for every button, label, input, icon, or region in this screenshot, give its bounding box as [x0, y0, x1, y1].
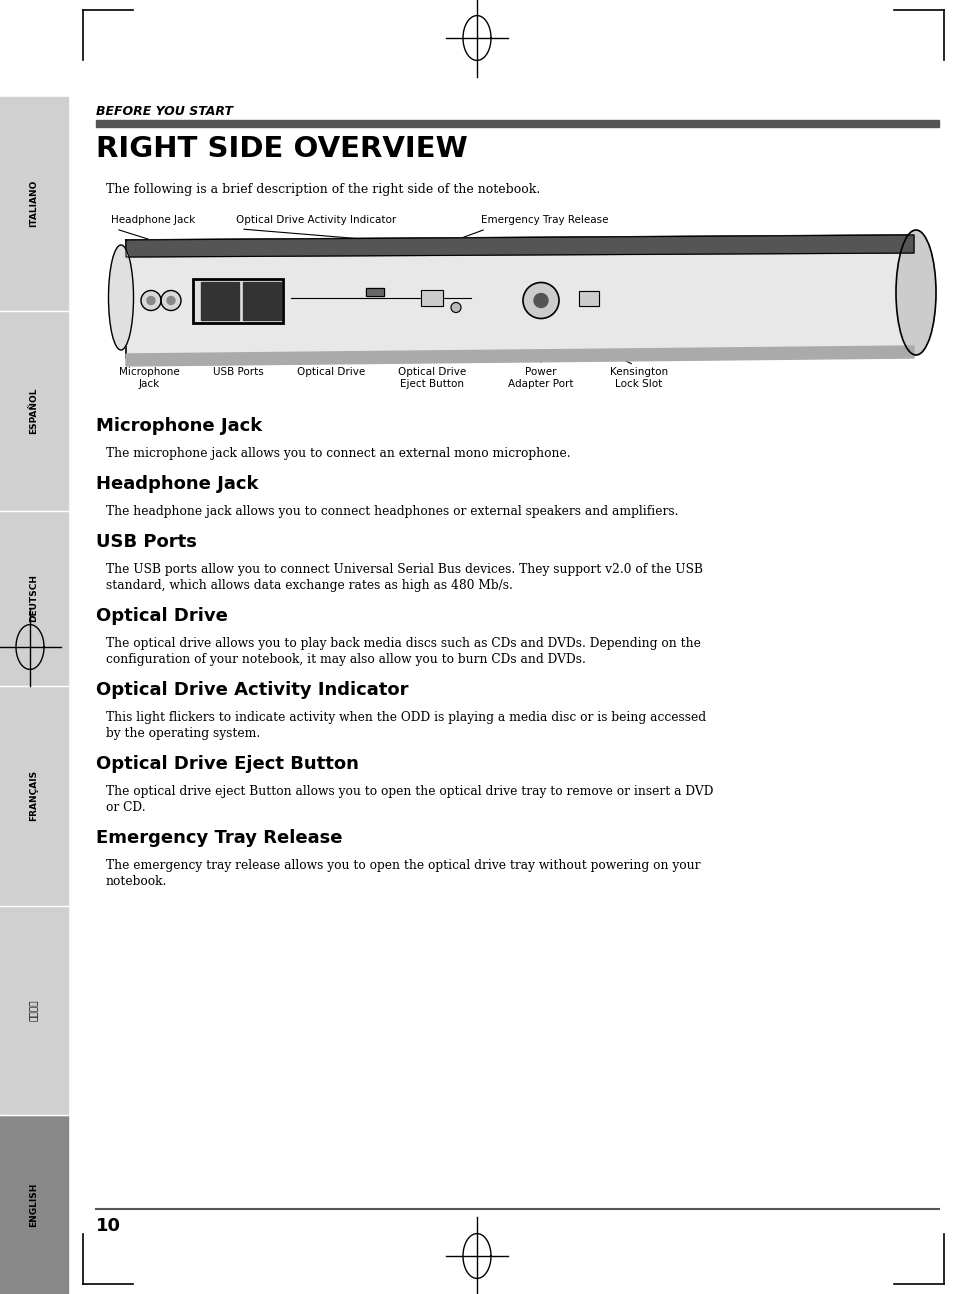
Text: or CD.: or CD.: [106, 801, 146, 814]
Bar: [0, 906, 68, 1115]
Circle shape: [161, 290, 181, 311]
Bar: [243, 282, 281, 320]
Bar: [420, 290, 442, 305]
Bar: [193, 278, 283, 322]
Bar: [0, 97, 68, 311]
Polygon shape: [126, 236, 913, 258]
Bar: [578, 290, 598, 305]
Text: Optical Drive Activity Indicator: Optical Drive Activity Indicator: [235, 215, 395, 225]
Text: Headphone Jack: Headphone Jack: [96, 475, 258, 493]
Text: Optical Drive Eject Button: Optical Drive Eject Button: [96, 754, 358, 773]
Text: Optical Drive
Eject Button: Optical Drive Eject Button: [397, 367, 466, 388]
Bar: [420, 290, 442, 305]
Text: The following is a brief description of the right side of the notebook.: The following is a brief description of …: [106, 182, 539, 195]
Bar: [366, 287, 384, 295]
Text: The emergency tray release allows you to open the optical drive tray without pow: The emergency tray release allows you to…: [106, 859, 700, 872]
Text: Optical Drive: Optical Drive: [296, 367, 365, 377]
Text: configuration of your notebook, it may also allow you to burn CDs and DVDs.: configuration of your notebook, it may a…: [106, 653, 585, 666]
Bar: [96, 120, 938, 127]
Text: RIGHT SIDE OVERVIEW: RIGHT SIDE OVERVIEW: [96, 135, 467, 163]
Circle shape: [534, 294, 547, 308]
Text: The optical drive eject Button allows you to open the optical drive tray to remo: The optical drive eject Button allows yo…: [106, 785, 713, 798]
Ellipse shape: [109, 245, 133, 349]
Text: 繁體中文: 繁體中文: [30, 1000, 38, 1021]
Text: notebook.: notebook.: [106, 875, 167, 888]
Text: USB Ports: USB Ports: [213, 367, 263, 377]
Bar: [201, 282, 239, 320]
Text: The optical drive allows you to play back media discs such as CDs and DVDs. Depe: The optical drive allows you to play bac…: [106, 637, 700, 650]
Ellipse shape: [895, 230, 935, 355]
Text: Kensington
Lock Slot: Kensington Lock Slot: [609, 367, 667, 388]
Bar: [0, 511, 68, 686]
Text: BEFORE YOU START: BEFORE YOU START: [96, 105, 233, 118]
Text: Optical Drive: Optical Drive: [96, 607, 228, 625]
Text: ESPAÑOL: ESPAÑOL: [30, 388, 38, 433]
Text: DEUTSCH: DEUTSCH: [30, 575, 38, 622]
Text: 10: 10: [96, 1216, 121, 1234]
Text: ITALIANO: ITALIANO: [30, 180, 38, 228]
Text: FRANÇAIS: FRANÇAIS: [30, 770, 38, 822]
Text: USB Ports: USB Ports: [96, 533, 196, 551]
Text: The microphone jack allows you to connect an external mono microphone.: The microphone jack allows you to connec…: [106, 446, 570, 459]
Bar: [0, 686, 68, 906]
Text: Microphone
Jack: Microphone Jack: [118, 367, 179, 388]
Circle shape: [147, 296, 154, 304]
Text: standard, which allows data exchange rates as high as 480 Mb/s.: standard, which allows data exchange rat…: [106, 578, 513, 591]
Text: The headphone jack allows you to connect headphones or external speakers and amp: The headphone jack allows you to connect…: [106, 505, 678, 518]
Bar: [366, 287, 384, 295]
Circle shape: [451, 303, 460, 312]
Bar: [578, 290, 598, 305]
Polygon shape: [126, 345, 913, 366]
Text: Emergency Tray Release: Emergency Tray Release: [480, 215, 608, 225]
Text: The USB ports allow you to connect Universal Serial Bus devices. They support v2: The USB ports allow you to connect Unive…: [106, 563, 702, 576]
Text: Emergency Tray Release: Emergency Tray Release: [96, 829, 342, 848]
Bar: [193, 278, 283, 322]
Text: ENGLISH: ENGLISH: [30, 1183, 38, 1227]
Text: This light flickers to indicate activity when the ODD is playing a media disc or: This light flickers to indicate activity…: [106, 710, 705, 725]
Bar: [0, 1115, 68, 1294]
Text: by the operating system.: by the operating system.: [106, 727, 260, 740]
Text: Headphone Jack: Headphone Jack: [111, 215, 195, 225]
Text: Power
Adapter Port: Power Adapter Port: [508, 367, 573, 388]
Text: Microphone Jack: Microphone Jack: [96, 417, 262, 435]
Text: Optical Drive Activity Indicator: Optical Drive Activity Indicator: [96, 681, 408, 699]
Polygon shape: [126, 236, 913, 358]
Circle shape: [141, 290, 161, 311]
Bar: [0, 311, 68, 511]
Circle shape: [167, 296, 174, 304]
Circle shape: [522, 282, 558, 318]
